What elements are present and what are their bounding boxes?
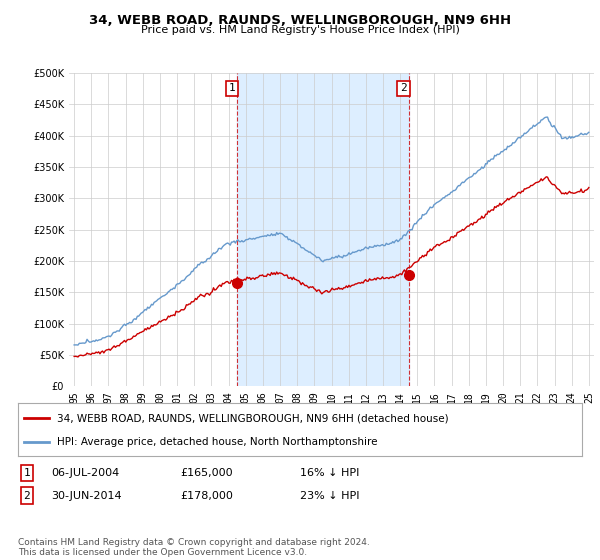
Text: 34, WEBB ROAD, RAUNDS, WELLINGBOROUGH, NN9 6HH: 34, WEBB ROAD, RAUNDS, WELLINGBOROUGH, N…: [89, 14, 511, 27]
Text: 34, WEBB ROAD, RAUNDS, WELLINGBOROUGH, NN9 6HH (detached house): 34, WEBB ROAD, RAUNDS, WELLINGBOROUGH, N…: [58, 413, 449, 423]
Text: Contains HM Land Registry data © Crown copyright and database right 2024.
This d: Contains HM Land Registry data © Crown c…: [18, 538, 370, 557]
Text: 06-JUL-2004: 06-JUL-2004: [51, 468, 119, 478]
Text: 2: 2: [23, 491, 31, 501]
Text: 1: 1: [23, 468, 31, 478]
Text: 23% ↓ HPI: 23% ↓ HPI: [300, 491, 359, 501]
Text: £165,000: £165,000: [180, 468, 233, 478]
Bar: [238, 73, 409, 386]
Text: 16% ↓ HPI: 16% ↓ HPI: [300, 468, 359, 478]
Text: Price paid vs. HM Land Registry's House Price Index (HPI): Price paid vs. HM Land Registry's House …: [140, 25, 460, 35]
Text: 30-JUN-2014: 30-JUN-2014: [51, 491, 122, 501]
Text: 2: 2: [400, 83, 407, 94]
Text: 1: 1: [229, 83, 236, 94]
Text: HPI: Average price, detached house, North Northamptonshire: HPI: Average price, detached house, Nort…: [58, 436, 378, 446]
Text: £178,000: £178,000: [180, 491, 233, 501]
